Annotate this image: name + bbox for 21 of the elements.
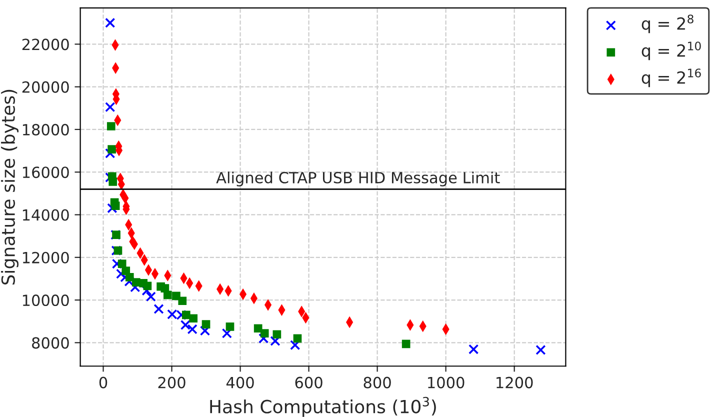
y-tick-label: 14000 (22, 209, 69, 221)
y-axis-title: Signature size (bytes) (1, 90, 19, 285)
y-tick-label: 8000 (32, 337, 69, 349)
x-tick-label: 800 (364, 376, 391, 388)
y-tick-label: 20000 (22, 81, 69, 93)
y-tick-label: 12000 (22, 252, 69, 264)
legend-label: q = 2$^{10}$ (642, 42, 701, 60)
y-tick-label: 22000 (22, 38, 69, 50)
legend-label: q = 2$^{16}$ (642, 68, 701, 88)
legend-label: q = 2$^{8}$ (642, 14, 694, 34)
x-tick-label: 600 (295, 376, 322, 388)
x-axis-title: Hash Computations (10$^{3}$) (210, 396, 436, 417)
x-tick-label: 400 (226, 376, 254, 388)
y-tick-label: 18000 (22, 124, 69, 136)
x-tick-label: 0 (99, 376, 108, 388)
y-tick-label: 10000 (22, 294, 69, 306)
y-tick-label: 16000 (22, 166, 69, 178)
x-tick-label: 200 (158, 376, 186, 388)
ref-line-label: Aligned CTAP USB HID Message Limit (216, 172, 500, 186)
x-tick-label: 1200 (496, 376, 533, 388)
x-tick-label: 1000 (428, 376, 464, 388)
